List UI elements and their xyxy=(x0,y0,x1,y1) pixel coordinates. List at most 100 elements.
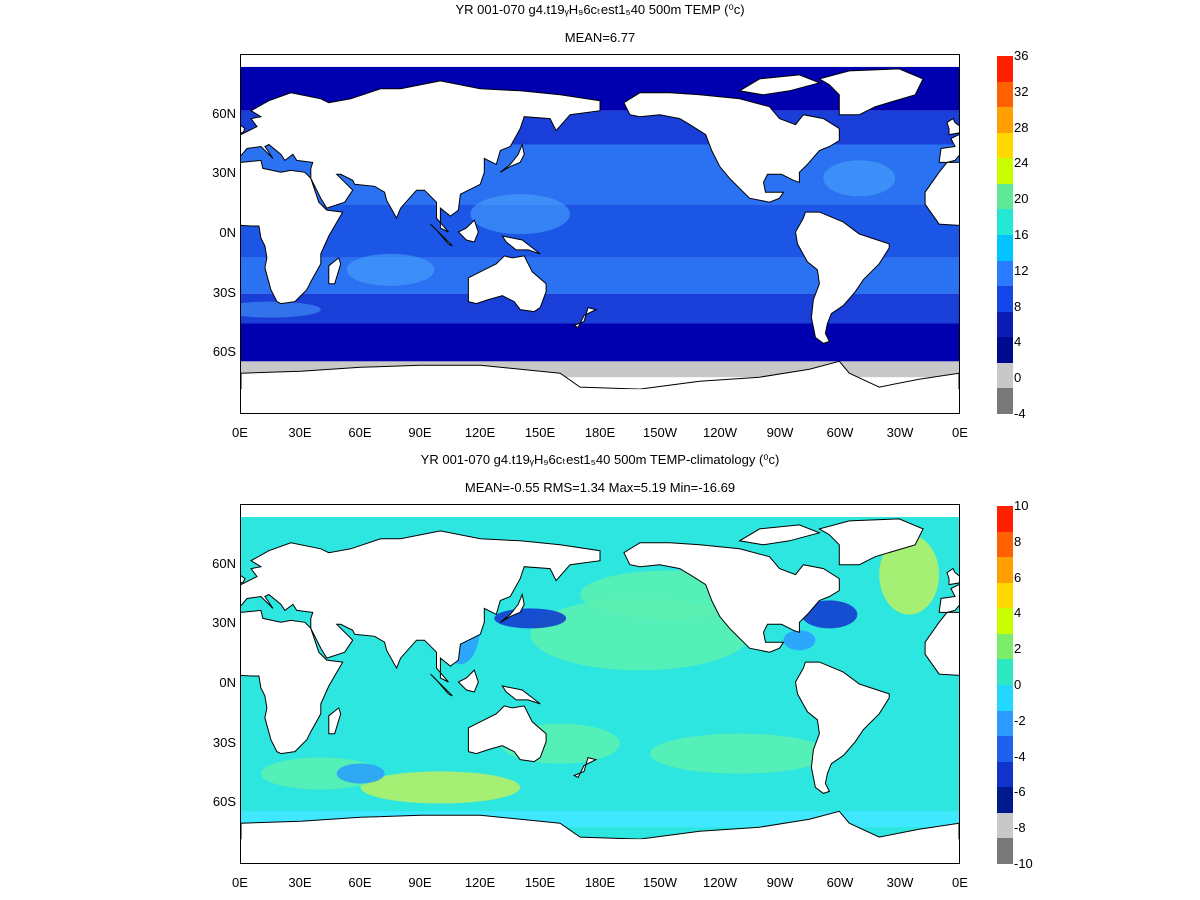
colorbar-swatch xyxy=(997,286,1013,313)
lon-tick-label: 180E xyxy=(584,425,616,440)
lon-tick-label: 150W xyxy=(643,425,677,440)
colorbar-tick-label: -10 xyxy=(1014,856,1033,871)
landmass xyxy=(328,707,342,735)
lon-tick-label: 150W xyxy=(643,875,677,890)
colorbar-swatch xyxy=(997,56,1013,83)
lat-tick-label: 0N xyxy=(219,225,236,240)
landmass xyxy=(924,611,959,676)
lon-tick-label: 30W xyxy=(886,425,914,440)
landmass xyxy=(241,124,246,134)
landmass xyxy=(430,673,453,697)
landmass xyxy=(924,161,959,226)
colorbar-swatch xyxy=(997,506,1013,533)
colorbar-swatch xyxy=(997,209,1013,236)
lat-tick-label: 30N xyxy=(212,615,236,631)
landmass xyxy=(946,567,959,586)
anomaly-map xyxy=(240,504,960,864)
lon-tick-label: 30W xyxy=(886,875,914,890)
colorbar-tick-label: -6 xyxy=(1014,784,1026,800)
landmass xyxy=(241,159,344,305)
colorbar-swatch xyxy=(997,659,1013,686)
colorbar-swatch xyxy=(997,132,1013,159)
colorbar-swatch xyxy=(997,608,1013,635)
landmass xyxy=(241,574,246,584)
panel-temperature-anomaly: YR 001-070 g4.t19ᵧH₉6cₜest1₅40 500m TEMP… xyxy=(0,450,1200,900)
landmass xyxy=(467,255,547,313)
colorbar-swatch xyxy=(997,557,1013,584)
ocean-band xyxy=(241,293,959,324)
colorbar xyxy=(997,56,1013,415)
colorbar-tick-label: 4 xyxy=(1014,605,1022,621)
lat-tick-label: 60N xyxy=(212,555,236,571)
colorbar-swatch xyxy=(997,311,1013,338)
colorbar-tick-label: 24 xyxy=(1014,155,1029,171)
colorbar-swatch xyxy=(997,761,1013,788)
lon-tick-label: 0E xyxy=(952,425,968,440)
colorbar-tick-label: 8 xyxy=(1014,298,1022,314)
lon-tick-label: 90W xyxy=(766,425,794,440)
colorbar-tick-label: 36 xyxy=(1014,48,1029,63)
anomaly-region xyxy=(879,534,940,615)
landmass xyxy=(501,685,541,705)
lon-tick-label: 120E xyxy=(464,425,496,440)
colorbar-swatch xyxy=(997,362,1013,389)
lat-tick-label: 0N xyxy=(219,675,236,690)
colorbar-tick-label: 4 xyxy=(1014,334,1022,350)
colorbar-tick-label: 2 xyxy=(1014,641,1022,657)
warm-band-south xyxy=(241,301,321,318)
colorbar xyxy=(997,506,1013,865)
polar-blank xyxy=(241,55,959,67)
plot-subtitle: MEAN=6.77 xyxy=(564,30,636,45)
landmass xyxy=(818,518,924,566)
colorbar-swatch xyxy=(997,81,1013,108)
lon-tick-label: 90W xyxy=(766,875,794,890)
colorbar-swatch xyxy=(997,787,1013,814)
colorbar-swatch xyxy=(997,158,1013,185)
landmass xyxy=(241,609,344,755)
plot-title: YR 001-070 g4.t19ᵧH₉6cₜest1₅40 500m TEMP… xyxy=(420,452,780,467)
colorbar-swatch xyxy=(997,235,1013,262)
landmass xyxy=(623,92,840,203)
landmass xyxy=(499,142,525,173)
anomaly-region xyxy=(783,630,816,651)
colorbar-tick-label: 16 xyxy=(1014,227,1029,242)
landmass xyxy=(938,584,959,613)
landmass xyxy=(457,669,479,693)
landmass xyxy=(501,235,541,255)
anomaly-region xyxy=(360,771,521,804)
lon-tick-label: 90E xyxy=(408,875,432,890)
colorbar-tick-label: -8 xyxy=(1014,820,1026,836)
landmass xyxy=(241,530,601,683)
colorbar-tick-label: 0 xyxy=(1014,677,1022,692)
polar-blank xyxy=(241,389,959,413)
colorbar-tick-label: -4 xyxy=(1014,748,1026,764)
lon-tick-label: 60E xyxy=(348,425,372,440)
colorbar-tick-label: 6 xyxy=(1014,569,1022,585)
colorbar-swatch xyxy=(997,838,1013,865)
landmass xyxy=(430,223,453,247)
plot-title: YR 001-070 g4.t19ᵧH₉6cₜest1₅40 500m TEMP… xyxy=(455,2,745,17)
colorbar-swatch xyxy=(997,260,1013,287)
lat-tick-label: 30N xyxy=(212,165,236,181)
warm-pool-atlantic xyxy=(823,160,896,197)
colorbar-tick-label: 28 xyxy=(1014,119,1029,135)
colorbar-tick-label: 8 xyxy=(1014,533,1022,549)
landmass xyxy=(499,592,525,623)
polar-blank xyxy=(241,505,959,517)
landmass xyxy=(794,211,890,344)
warm-pool-pacific xyxy=(470,194,571,235)
warm-pool-indian xyxy=(346,253,435,286)
colorbar-swatch xyxy=(997,710,1013,737)
lon-tick-label: 90E xyxy=(408,425,432,440)
colorbar-swatch xyxy=(997,107,1013,134)
colorbar-swatch xyxy=(997,337,1013,364)
anomaly-region xyxy=(801,600,858,629)
landmass xyxy=(241,80,601,233)
landmass xyxy=(623,542,840,653)
landmass xyxy=(938,134,959,163)
polar-blank xyxy=(241,839,959,863)
lat-tick-label: 60S xyxy=(212,344,236,360)
lon-tick-label: 0E xyxy=(952,875,968,890)
lon-tick-label: 0E xyxy=(232,875,248,890)
lat-tick-label: 60N xyxy=(212,105,236,121)
